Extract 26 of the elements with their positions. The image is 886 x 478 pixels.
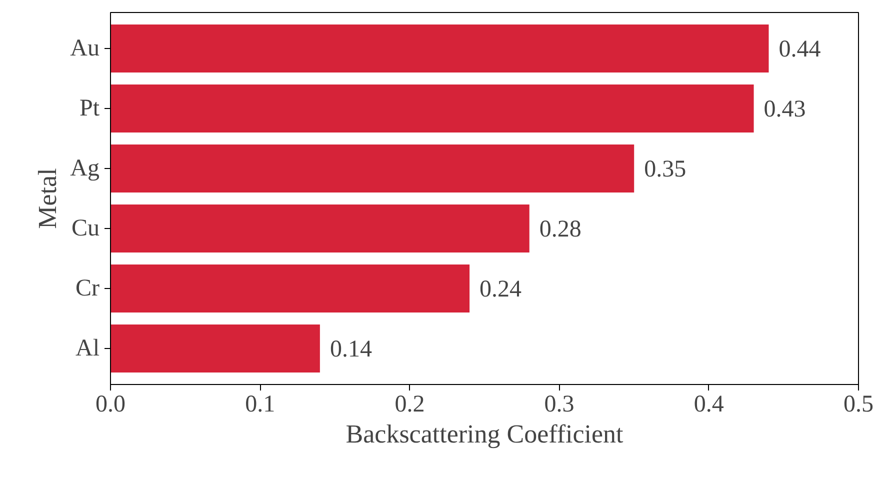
y-tick-label: Al <box>76 336 100 362</box>
data-label: 0.43 <box>764 96 806 122</box>
x-tick-label: 0.3 <box>544 392 574 418</box>
data-label: 0.24 <box>480 276 522 302</box>
y-tick-label: Cr <box>76 276 100 302</box>
y-axis-title: Metal <box>33 168 62 229</box>
x-tick-label: 0.2 <box>394 392 425 418</box>
data-label: 0.14 <box>330 336 372 362</box>
bar <box>110 204 530 252</box>
data-label: 0.35 <box>644 156 686 182</box>
y-tick-label: Ag <box>70 156 100 182</box>
bar <box>110 84 754 132</box>
data-label: 0.44 <box>778 36 821 62</box>
x-axis-title: Backscattering Coefficient <box>346 420 624 448</box>
bar <box>110 144 634 192</box>
y-tick-label: Cu <box>71 216 100 242</box>
x-tick-label: 0.1 <box>245 392 276 418</box>
x-tick-label: 0.4 <box>694 392 724 418</box>
data-label: 0.28 <box>539 216 582 242</box>
bar <box>110 264 470 312</box>
x-tick-label: 0.0 <box>96 392 126 418</box>
x-tick-label: 0.5 <box>844 392 874 418</box>
y-tick-label: Pt <box>79 96 100 122</box>
bar <box>110 24 769 72</box>
bar <box>110 324 320 372</box>
y-tick-label: Au <box>70 36 100 62</box>
